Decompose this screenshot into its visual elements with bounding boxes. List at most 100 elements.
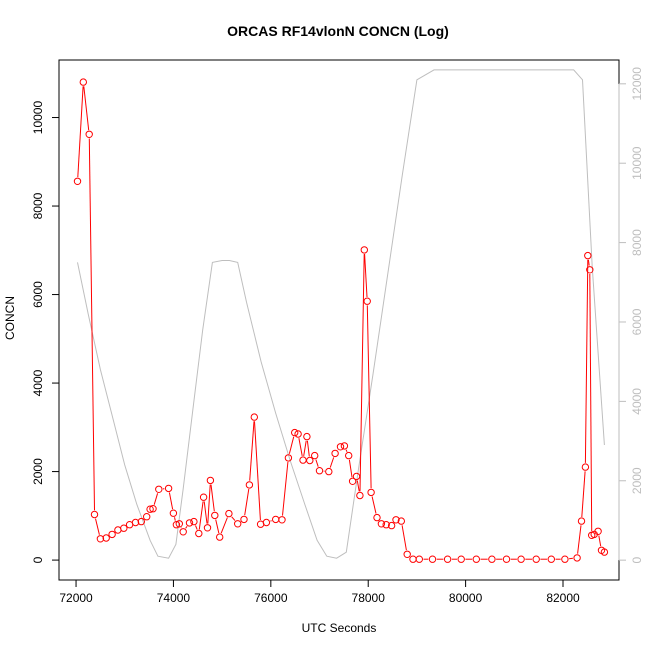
- data-point: [216, 533, 224, 541]
- x-tick-label: 80000: [449, 591, 483, 605]
- data-point: [428, 555, 437, 563]
- data-point: [199, 493, 208, 501]
- data-point: [331, 449, 339, 458]
- data-point: [175, 520, 184, 528]
- data-point: [577, 517, 586, 525]
- data-point: [306, 456, 314, 465]
- data-point: [367, 488, 375, 497]
- y-tick-label: 2000: [31, 458, 45, 485]
- data-point: [143, 513, 151, 521]
- series-segment: [77, 86, 84, 178]
- data-point: [250, 413, 259, 421]
- series-segment: [203, 501, 208, 524]
- data-point: [278, 516, 286, 524]
- primary-series: [73, 78, 609, 563]
- data-point: [303, 432, 311, 441]
- data-point: [348, 477, 357, 485]
- y2-tick-label: 0: [630, 556, 644, 563]
- y-tick-label: 10000: [31, 101, 45, 135]
- data-point: [155, 485, 163, 493]
- y2-tick-label: 12000: [630, 67, 644, 101]
- data-point: [131, 518, 140, 527]
- y-axis-left: 0 2000 4000 6000 8000 10000: [31, 101, 60, 563]
- series-segment: [298, 438, 303, 456]
- data-point: [120, 524, 128, 532]
- data-point: [472, 555, 480, 563]
- data-point: [294, 430, 302, 438]
- series-segment: [589, 273, 593, 532]
- data-point: [547, 555, 555, 563]
- x-tick-label: 78000: [352, 591, 386, 605]
- series-segment: [249, 421, 255, 481]
- series-segment: [371, 496, 377, 514]
- data-point: [584, 251, 592, 260]
- plot-frame: [58, 59, 620, 581]
- series-segment: [345, 449, 348, 452]
- y-axis-label: CONCN: [3, 296, 17, 340]
- series-segment: [88, 138, 95, 511]
- series-segment: [303, 440, 307, 456]
- data-point: [397, 517, 405, 525]
- x-axis: 72000 74000 76000 78000 80000 82000: [59, 579, 580, 605]
- data-point: [169, 509, 178, 517]
- data-point: [594, 527, 602, 535]
- series-segment: [401, 525, 407, 551]
- data-point: [225, 509, 233, 518]
- data-point: [373, 513, 381, 522]
- data-point: [284, 454, 293, 462]
- data-point: [502, 555, 511, 563]
- series-segment: [168, 492, 174, 510]
- data-point: [190, 517, 198, 526]
- x-axis-label: UTC Seconds: [302, 621, 377, 635]
- data-point: [600, 548, 609, 556]
- series-segment: [210, 484, 215, 512]
- y2-tick-label: 6000: [630, 308, 644, 335]
- data-point: [73, 177, 82, 186]
- data-point: [96, 535, 105, 543]
- data-point: [340, 442, 349, 450]
- series-segment: [359, 254, 365, 492]
- y2-tick-label: 8000: [630, 229, 644, 256]
- data-point: [581, 463, 590, 471]
- series-segment: [95, 518, 100, 535]
- data-point: [360, 246, 368, 254]
- data-point: [234, 520, 242, 528]
- series-segment: [356, 480, 360, 492]
- data-point: [262, 518, 271, 527]
- data-point: [172, 521, 181, 529]
- series-segment: [587, 259, 590, 266]
- series-segment: [215, 519, 220, 534]
- secondary-series-line: [77, 69, 605, 559]
- data-point: [185, 519, 194, 527]
- x-tick-label: 82000: [546, 591, 580, 605]
- series-segment: [584, 259, 589, 463]
- data-point: [179, 528, 187, 536]
- data-point: [387, 521, 396, 530]
- data-point: [315, 467, 324, 475]
- series-segment: [282, 461, 289, 516]
- y2-tick-label: 4000: [630, 388, 644, 415]
- data-point: [149, 505, 157, 513]
- data-point: [586, 266, 594, 274]
- y2-tick-label: 2000: [630, 467, 644, 494]
- series-segment: [598, 535, 602, 547]
- data-point: [90, 510, 99, 519]
- series-segment: [306, 440, 310, 457]
- data-point: [79, 78, 88, 86]
- series-segment: [366, 305, 372, 489]
- data-point: [137, 517, 146, 526]
- series-segment: [195, 525, 198, 530]
- data-point: [403, 550, 411, 558]
- data-point: [211, 511, 219, 520]
- chart-title: ORCAS RF14vlonN CONCN (Log): [227, 23, 449, 39]
- data-point: [517, 555, 525, 563]
- x-tick-label: 76000: [254, 591, 288, 605]
- series-segment: [254, 421, 261, 521]
- data-point: [164, 484, 173, 493]
- y2-tick-label: 10000: [630, 146, 644, 180]
- data-point: [195, 529, 203, 538]
- y-axis-right: 0 2000 4000 6000 8000 10000 12000: [618, 67, 644, 563]
- data-point: [245, 481, 254, 489]
- data-point: [299, 456, 307, 464]
- data-point: [203, 524, 212, 532]
